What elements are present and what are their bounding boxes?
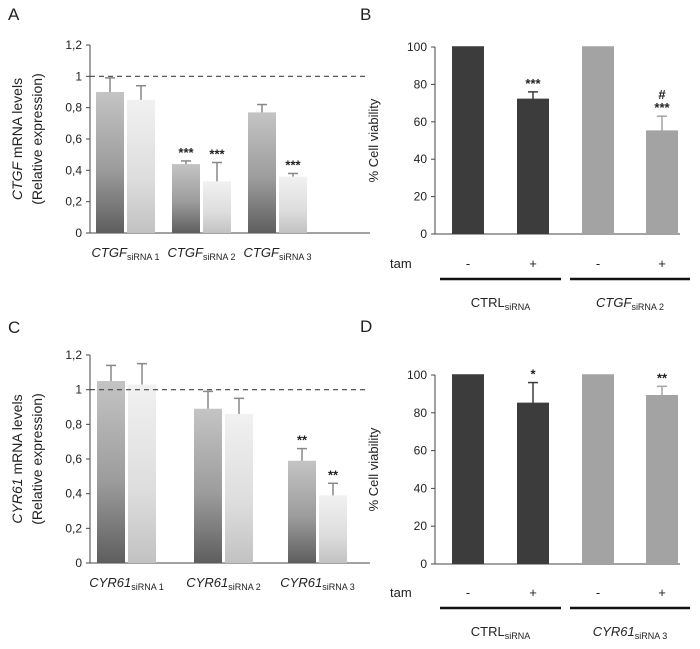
y-tick-label: 0,4: [65, 487, 82, 501]
y-tick-label: 1,2: [65, 348, 82, 362]
tam-sign: +: [529, 585, 537, 600]
bar: [517, 403, 549, 564]
y-axis-label: CTGF mRNA levels: [9, 78, 25, 200]
bar: [97, 381, 125, 563]
y-tick-label: 0,2: [65, 195, 82, 209]
bar: [646, 131, 678, 234]
y-tick-label: 0: [420, 557, 427, 571]
x-group-label: CYR61siRNA 2: [186, 575, 260, 592]
tam-label: tam: [390, 256, 412, 271]
tam-sign: -: [596, 256, 600, 271]
bar: [452, 47, 484, 234]
significance-mark: *: [530, 367, 536, 382]
bar: [319, 495, 347, 563]
x-group-label: CTGFsiRNA 3: [244, 245, 312, 262]
bar: [172, 164, 200, 233]
significance-mark: **: [657, 370, 668, 385]
y-tick-label: 0: [420, 227, 427, 241]
panel-letter-C: C: [8, 318, 20, 337]
y-axis-label: % Cell viability: [366, 427, 381, 511]
y-tick-label: 0: [75, 226, 82, 240]
bar: [128, 384, 156, 563]
bar: [288, 460, 316, 563]
y-axis-label: CYR61 mRNA levels: [9, 394, 25, 523]
bar: [248, 112, 276, 233]
x-group-label: CTRLsiRNA: [471, 624, 530, 641]
y-tick-label: 40: [414, 481, 428, 495]
tam-sign: +: [658, 585, 666, 600]
y-tick-label: 80: [414, 406, 428, 420]
bar: [646, 395, 678, 564]
x-group-label: CTGFsiRNA 2: [596, 295, 664, 312]
significance-mark: #: [658, 87, 666, 102]
y-tick-label: 0,2: [65, 521, 82, 535]
y-axis-label: % Cell viability: [366, 98, 381, 182]
bar: [582, 47, 614, 234]
significance-mark: **: [328, 467, 339, 482]
significance-mark: ***: [285, 157, 301, 172]
y-tick-label: 100: [407, 368, 427, 382]
tam-sign: +: [529, 256, 537, 271]
bar: [203, 181, 231, 233]
y-axis-label-2: (Relative expression): [29, 73, 45, 205]
tam-sign: -: [466, 256, 470, 271]
bar: [127, 99, 155, 233]
bar: [582, 375, 614, 564]
x-group-label: CTGFsiRNA 2: [168, 245, 236, 262]
y-tick-label: 0,6: [65, 452, 82, 466]
x-group-label: CYR61siRNA 3: [280, 575, 354, 592]
panel-letter-B: B: [360, 5, 371, 24]
tam-sign: +: [658, 256, 666, 271]
bar: [194, 408, 222, 563]
y-tick-label: 0,4: [65, 163, 82, 177]
y-tick-label: 100: [407, 40, 427, 54]
x-group-label: CTRLsiRNA: [471, 295, 530, 312]
significance-mark: ***: [525, 76, 541, 91]
y-tick-label: 40: [414, 152, 428, 166]
y-tick-label: 20: [414, 190, 428, 204]
bar: [279, 176, 307, 233]
y-tick-label: 0,8: [65, 101, 82, 115]
y-tick-label: 80: [414, 77, 428, 91]
significance-mark: ***: [178, 145, 194, 160]
x-group-label: CTGFsiRNA 1: [92, 245, 160, 262]
tam-label: tam: [390, 585, 412, 600]
x-group-label: CYR61siRNA 3: [593, 624, 667, 641]
panel-letter-D: D: [360, 317, 372, 336]
bar: [452, 375, 484, 564]
y-tick-label: 1,2: [65, 38, 82, 52]
significance-mark: ***: [209, 147, 225, 162]
significance-mark: ***: [654, 100, 670, 115]
y-tick-label: 60: [414, 444, 428, 458]
y-tick-label: 0,6: [65, 132, 82, 146]
tam-sign: -: [466, 585, 470, 600]
x-group-label: CYR61siRNA 1: [89, 575, 163, 592]
bar: [517, 99, 549, 234]
panel-letter-A: A: [8, 5, 20, 24]
y-tick-label: 60: [414, 115, 428, 129]
significance-mark: **: [297, 433, 308, 448]
y-tick-label: 20: [414, 519, 428, 533]
y-tick-label: 1: [75, 69, 82, 83]
bar: [225, 413, 253, 563]
y-tick-label: 1: [75, 383, 82, 397]
y-tick-label: 0,8: [65, 417, 82, 431]
y-axis-label-2: (Relative expression): [29, 393, 45, 525]
bar: [96, 92, 124, 233]
y-tick-label: 0: [75, 556, 82, 570]
tam-sign: -: [596, 585, 600, 600]
